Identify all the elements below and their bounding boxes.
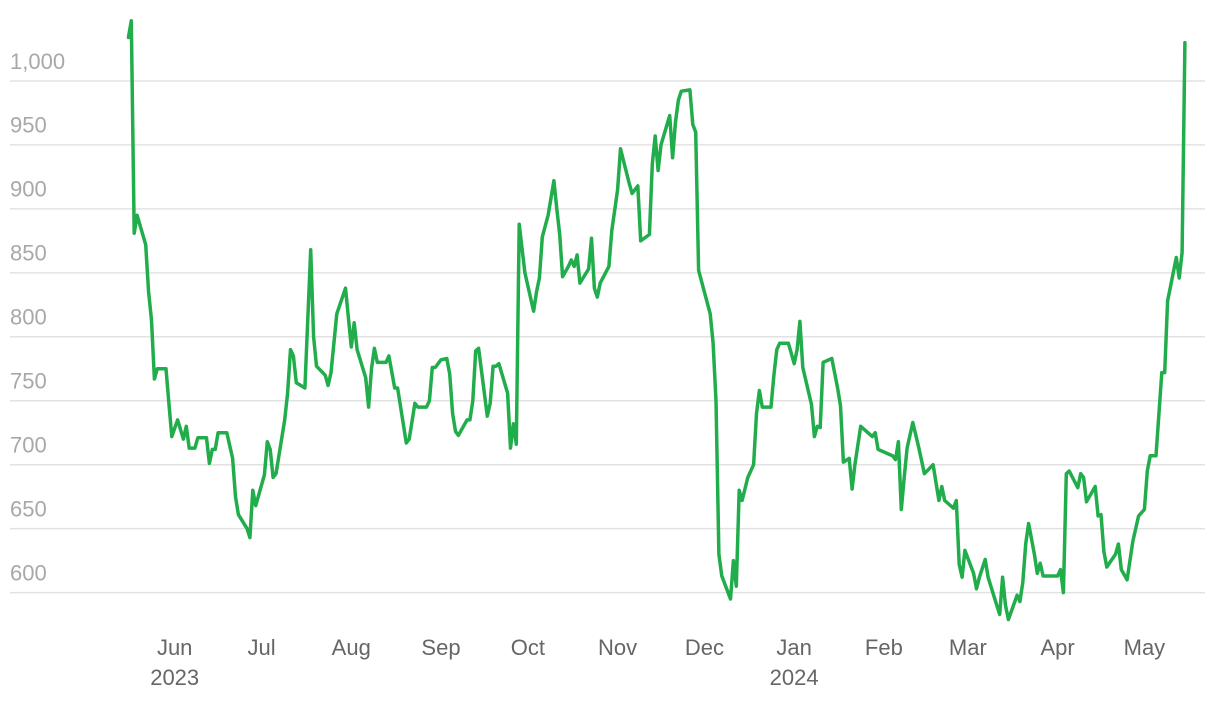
- x-tick-label: Feb: [865, 635, 903, 660]
- y-tick-label: 1,000: [10, 49, 65, 74]
- x-tick-label: Dec: [685, 635, 724, 660]
- x-tick-label: Jun: [157, 635, 192, 660]
- price-line: [126, 19, 1187, 622]
- y-tick-label: 900: [10, 177, 47, 202]
- x-tick-year: 2023: [150, 665, 199, 690]
- x-tick-label: Apr: [1040, 635, 1074, 660]
- x-tick-label: Aug: [332, 635, 371, 660]
- y-tick-label: 800: [10, 305, 47, 330]
- y-tick-label: 850: [10, 241, 47, 266]
- y-tick-label: 600: [10, 560, 47, 585]
- y-tick-label: 950: [10, 113, 47, 138]
- y-tick-label: 650: [10, 496, 47, 521]
- x-tick-label: Mar: [949, 635, 987, 660]
- x-tick-label: Jul: [247, 635, 275, 660]
- y-tick-label: 700: [10, 433, 47, 458]
- x-tick-label: Nov: [598, 635, 637, 660]
- x-tick-label: Sep: [421, 635, 460, 660]
- y-tick-label: 750: [10, 369, 47, 394]
- x-tick-label: Jan: [776, 635, 811, 660]
- x-tick-year: 2024: [770, 665, 819, 690]
- x-tick-label: May: [1124, 635, 1166, 660]
- x-tick-label: Oct: [511, 635, 545, 660]
